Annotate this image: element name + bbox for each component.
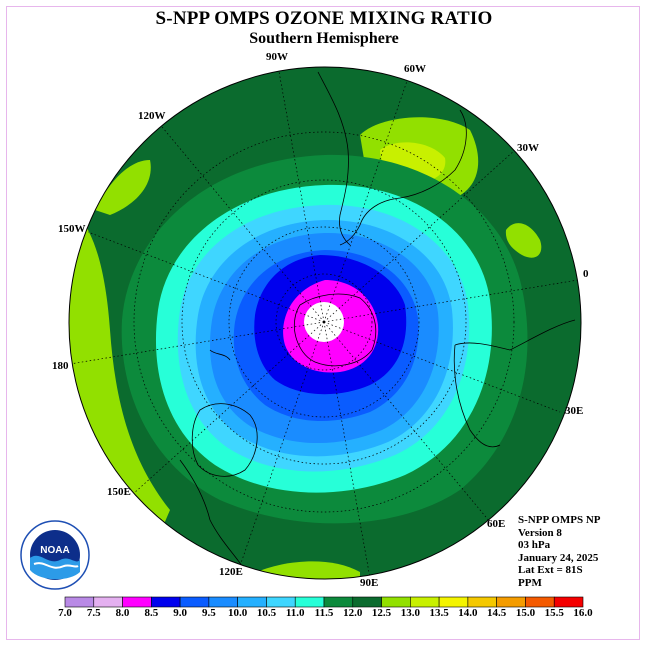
madagascar-area xyxy=(453,344,501,448)
colorbar-tick-label: 14.5 xyxy=(487,607,507,619)
colorbar-tick-label: 9.5 xyxy=(202,607,216,619)
colorbar-tick-label: 13.0 xyxy=(400,607,420,619)
south-america-west-coast xyxy=(317,71,351,246)
africa-south-coast xyxy=(454,319,576,351)
south-america-east-coast xyxy=(339,109,467,246)
colorbar xyxy=(64,596,584,608)
lon-label-60e: 60E xyxy=(487,518,506,530)
colorbar-tick-label: 10.5 xyxy=(256,607,277,619)
info-version: Version 8 xyxy=(518,526,562,539)
colorbar-swatch xyxy=(208,596,238,608)
lon-label-180: 180 xyxy=(52,360,69,372)
colorbar-tick-label: 15.0 xyxy=(515,607,536,619)
colorbar-swatch xyxy=(496,596,526,608)
colorbar-tick-label: 12.0 xyxy=(343,607,363,619)
colorbar-swatch xyxy=(64,596,95,608)
meridians xyxy=(69,67,579,579)
colorbar-swatch xyxy=(151,596,181,608)
colorbar-tick-label: 13.5 xyxy=(429,607,449,619)
colorbar-tick-label: 16.0 xyxy=(573,607,593,619)
colorbar-swatch xyxy=(467,596,497,608)
colorbar-swatch xyxy=(410,596,440,608)
ozone-field xyxy=(69,67,581,579)
colorbar-swatch xyxy=(266,596,296,608)
australia-coast xyxy=(191,403,258,477)
colorbar-swatch xyxy=(122,596,152,608)
band-12-5-nw xyxy=(95,160,151,215)
colorbar-tick-label: 8.5 xyxy=(144,607,159,619)
colorbar-tick-label: 14.0 xyxy=(458,607,478,619)
lon-label-120w: 120W xyxy=(138,110,166,122)
info-lat-ext: Lat Ext = 81S xyxy=(518,564,583,576)
info-block: S-NPP OMPS NP Version 8 03 hPa January 2… xyxy=(518,514,601,589)
info-date: January 24, 2025 xyxy=(518,551,599,564)
info-level: 03 hPa xyxy=(518,539,551,551)
lon-label-90e: 90E xyxy=(360,577,379,589)
lon-label-90w: 90W xyxy=(266,51,288,63)
colorbar-tick-label: 11.0 xyxy=(285,607,305,619)
new-zealand xyxy=(209,349,231,361)
colorbar-swatch xyxy=(352,596,382,608)
lon-label-30e: 30E xyxy=(565,405,584,417)
colorbar-swatch xyxy=(381,596,411,608)
lon-label-60w: 60W xyxy=(404,63,426,75)
noaa-logo-text: NOAA xyxy=(40,545,69,556)
colorbar-swatch xyxy=(294,596,325,608)
map-boundary xyxy=(68,66,582,580)
colorbar-swatch xyxy=(179,596,210,608)
colorbar-swatch xyxy=(553,596,584,608)
colorbar-swatch xyxy=(93,596,123,608)
map-title: S-NPP OMPS OZONE MIXING RATIO xyxy=(155,8,493,29)
figure-frame xyxy=(6,6,640,640)
lon-label-30w: 30W xyxy=(517,142,539,154)
info-instrument: S-NPP OMPS NP xyxy=(518,514,601,526)
colorbar-swatch xyxy=(323,596,354,608)
colorbar-tick-label: 7.0 xyxy=(58,607,72,619)
colorbar-swatch xyxy=(438,596,469,608)
lon-label-120e: 120E xyxy=(219,566,243,578)
colorbar-tick-label: 10.0 xyxy=(228,607,248,619)
colorbar-tick-label: 15.5 xyxy=(544,607,564,619)
colorbar-tick-label: 7.5 xyxy=(86,607,101,619)
lon-label-0: 0 xyxy=(583,268,589,280)
band-12-5-south xyxy=(250,561,360,579)
antarctica-coast xyxy=(293,293,377,367)
info-units: PPM xyxy=(518,576,542,589)
band-12-5-east xyxy=(505,223,542,258)
colorbar-swatch xyxy=(237,596,267,608)
latitude-circles xyxy=(133,131,515,513)
colorbar-tick-label: 9.0 xyxy=(173,607,187,619)
colorbar-tick-label: 12.5 xyxy=(371,607,392,619)
colorbar-swatch xyxy=(525,596,555,608)
australia-west xyxy=(179,459,246,571)
colorbar-tick-label: 8.0 xyxy=(115,607,130,619)
colorbar-tick-label: 11.5 xyxy=(314,607,334,619)
noaa-logo: NOAA xyxy=(20,520,90,590)
lon-label-150w: 150W xyxy=(58,223,86,235)
lon-label-150e: 150E xyxy=(107,486,131,498)
map-subtitle: Southern Hemisphere xyxy=(249,30,399,47)
coastlines xyxy=(179,71,576,571)
